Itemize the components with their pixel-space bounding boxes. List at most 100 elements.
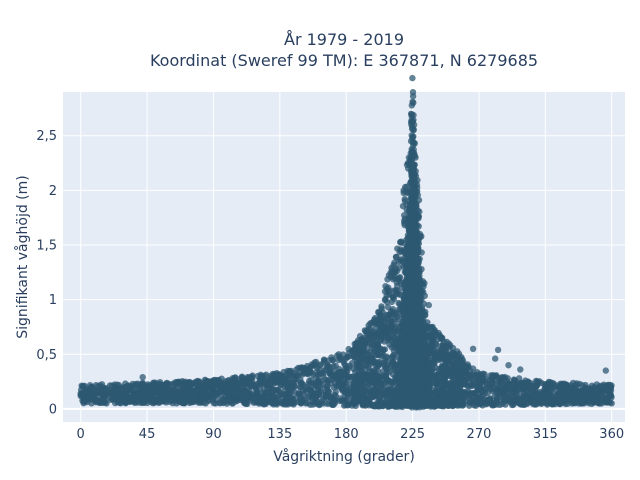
data-point xyxy=(338,385,345,392)
data-point xyxy=(415,196,423,204)
data-point xyxy=(194,378,201,385)
data-point xyxy=(405,219,413,227)
data-point xyxy=(527,394,534,401)
data-point xyxy=(285,385,292,392)
data-point xyxy=(330,384,338,391)
data-point xyxy=(92,382,100,389)
data-point xyxy=(172,389,179,396)
data-point xyxy=(101,399,109,406)
data-point xyxy=(292,395,299,402)
data-point xyxy=(538,395,546,402)
data-point xyxy=(124,383,131,390)
data-point xyxy=(533,400,540,408)
data-point xyxy=(501,373,509,381)
data-point xyxy=(159,382,166,390)
data-point xyxy=(415,302,423,310)
data-point xyxy=(324,378,331,385)
data-point xyxy=(562,400,569,408)
data-point xyxy=(145,394,153,401)
data-point xyxy=(240,376,248,384)
data-point xyxy=(607,383,615,391)
data-point xyxy=(600,397,607,404)
data-point xyxy=(388,298,395,306)
data-point xyxy=(343,383,350,391)
data-point xyxy=(312,393,320,400)
data-point xyxy=(87,385,95,392)
data-point xyxy=(412,349,419,356)
data-point xyxy=(557,391,565,398)
data-point xyxy=(328,393,335,401)
data-point xyxy=(190,388,197,395)
data-point xyxy=(410,231,417,239)
data-point xyxy=(343,396,350,403)
data-point xyxy=(275,387,282,394)
data-point xyxy=(410,302,417,310)
data-point xyxy=(551,381,559,389)
data-point xyxy=(236,390,243,397)
data-point xyxy=(543,396,551,403)
data-point xyxy=(467,380,475,388)
data-point xyxy=(330,363,337,370)
data-point xyxy=(78,382,85,389)
data-point xyxy=(293,372,300,380)
data-point xyxy=(223,379,231,387)
data-point xyxy=(257,394,265,401)
data-point xyxy=(341,371,349,379)
data-point xyxy=(267,372,274,380)
data-point xyxy=(509,380,516,387)
data-point xyxy=(309,401,317,408)
data-point xyxy=(263,390,271,397)
data-point xyxy=(308,376,315,384)
data-point xyxy=(335,356,342,364)
data-point xyxy=(380,352,387,359)
data-point xyxy=(137,387,144,394)
data-point xyxy=(134,380,141,387)
data-point xyxy=(271,398,278,406)
data-point xyxy=(409,74,416,82)
data-point xyxy=(168,396,176,403)
data-point xyxy=(106,382,114,389)
data-point xyxy=(395,315,402,322)
data-point xyxy=(409,307,416,315)
data-point xyxy=(80,400,87,407)
data-point xyxy=(562,381,570,388)
data-point xyxy=(401,348,409,355)
data-point xyxy=(315,371,322,379)
data-point xyxy=(319,381,327,389)
data-point xyxy=(149,383,156,391)
data-point xyxy=(493,387,500,394)
data-point xyxy=(414,272,422,280)
data-point xyxy=(382,373,389,381)
data-point xyxy=(280,391,288,398)
data-point xyxy=(317,388,325,395)
data-point xyxy=(296,384,304,391)
data-point xyxy=(566,395,573,403)
data-point xyxy=(595,384,602,391)
data-point xyxy=(285,368,293,375)
data-point xyxy=(466,372,473,379)
data-point xyxy=(408,271,416,278)
data-point xyxy=(130,394,137,402)
data-point xyxy=(411,171,418,178)
data-point xyxy=(324,385,331,393)
data-point xyxy=(150,395,158,403)
data-point xyxy=(169,380,176,387)
data-point xyxy=(252,398,259,406)
data-point xyxy=(89,392,96,399)
data-point xyxy=(545,378,553,386)
data-point xyxy=(585,386,592,393)
data-point xyxy=(272,377,280,384)
data-point xyxy=(191,395,199,402)
data-point xyxy=(513,395,521,402)
data-point xyxy=(476,385,484,392)
data-point xyxy=(519,401,527,408)
data-point xyxy=(412,393,420,401)
data-point xyxy=(304,399,311,407)
data-point xyxy=(227,393,235,400)
data-point xyxy=(344,376,351,384)
data-point xyxy=(316,362,324,369)
data-point xyxy=(123,392,130,399)
data-point xyxy=(335,372,343,379)
data-point xyxy=(200,395,208,402)
data-point xyxy=(244,391,252,398)
